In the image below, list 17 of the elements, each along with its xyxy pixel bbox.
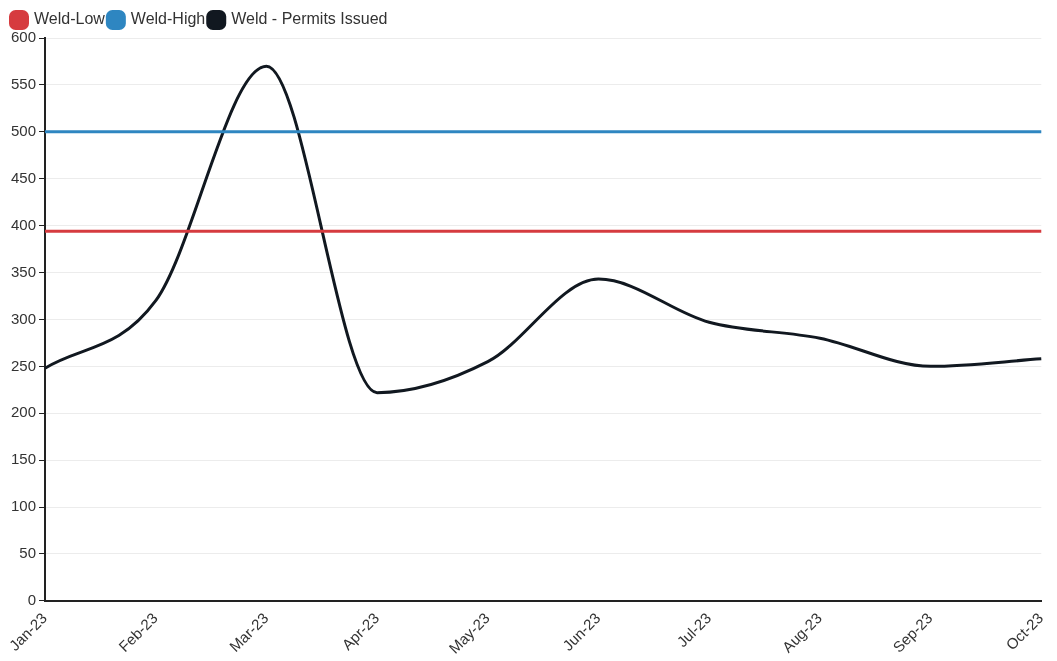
y-tick-label: 100 [11, 497, 37, 515]
y-tick-label: 400 [11, 215, 37, 233]
legend-label: Weld-Low [34, 10, 106, 28]
y-tick-label: 50 [19, 544, 37, 562]
y-tick-label: 600 [11, 28, 37, 46]
y-tick-label: 150 [11, 450, 37, 468]
y-tick-label: 350 [11, 262, 37, 280]
y-tick-label: 200 [11, 403, 37, 421]
y-tick-label: 0 [27, 591, 37, 609]
y-tick-label: 550 [11, 75, 37, 93]
y-tick-label: 300 [11, 309, 37, 327]
legend-label: Weld - Permits Issued [231, 10, 388, 28]
legend-label: Weld-High [130, 10, 206, 28]
y-tick-label: 450 [11, 168, 37, 186]
y-tick-label: 250 [11, 356, 37, 374]
y-tick-label: 500 [11, 121, 37, 139]
line-series [43, 64, 1043, 395]
